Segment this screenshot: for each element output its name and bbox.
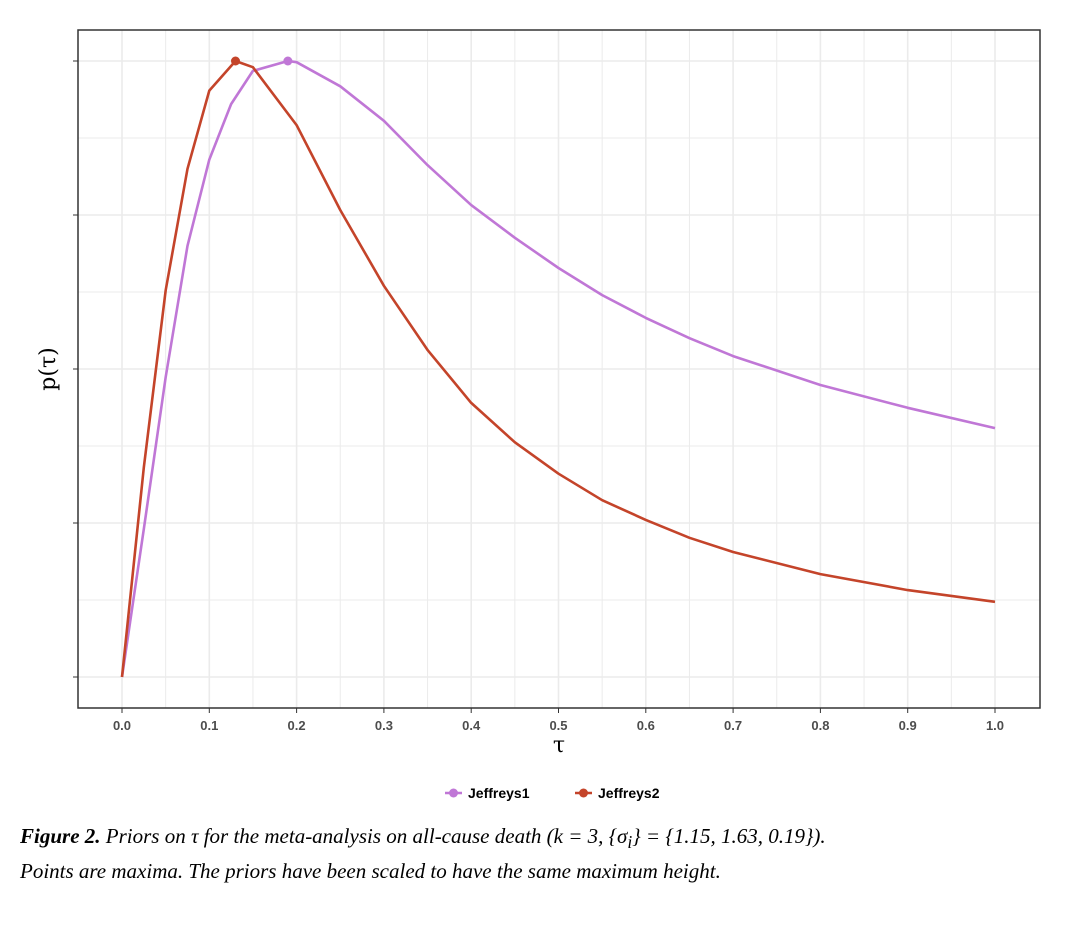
caption-text-1: Priors on τ for the meta-analysis on all… (100, 824, 628, 848)
max-point-jeffreys1 (283, 56, 293, 66)
line-jeffreys1 (120, 59, 996, 678)
line-jeffreys2 (120, 59, 996, 678)
legend: Jeffreys1 Jeffreys2 (445, 785, 660, 801)
x-tick-label: 1.0 (986, 718, 1004, 733)
chart: 0.0 0.1 0.2 0.3 0.4 0.5 0.6 0.7 0.8 0.9 1.0 τ p(τ)… (36, 29, 1041, 801)
caption-subscript: i (627, 832, 633, 853)
x-tick-label: 0.8 (811, 718, 829, 733)
x-tick-label: 0.6 (637, 718, 655, 733)
max-point-jeffreys2 (230, 56, 240, 66)
x-tick-label: 0.2 (288, 718, 306, 733)
x-tick-label: 0.9 (899, 718, 917, 733)
caption-text-2: } = {1.15, 1.63, 0.19}). (632, 824, 826, 848)
figure-caption: Figure 2. Priors on τ for the meta-analy… (20, 822, 1070, 886)
x-axis-label: τ (553, 733, 565, 758)
x-axis-ticks: 0.0 0.1 0.2 0.3 0.4 0.5 0.6 0.7 0.8 0.9 1.0 (73, 60, 1004, 733)
x-tick-label: 0.5 (549, 718, 567, 733)
caption-label: Figure 2. (20, 824, 101, 848)
y-axis-label: p(τ) (36, 347, 61, 390)
caption-text-3: Points are maxima. The priors have been … (20, 859, 721, 884)
x-tick-label: 0.0 (113, 718, 131, 733)
series-lines (120, 56, 996, 678)
legend-marker-jeffreys1 (449, 788, 458, 798)
x-tick-label: 0.1 (200, 718, 218, 733)
legend-label-jeffreys1: Jeffreys1 (468, 785, 530, 801)
grid (78, 30, 1040, 708)
x-tick-label: 0.4 (462, 718, 481, 733)
legend-label-jeffreys2: Jeffreys2 (598, 785, 660, 801)
x-tick-label: 0.7 (724, 718, 742, 733)
legend-marker-jeffreys2 (579, 788, 588, 798)
x-tick-label: 0.3 (375, 718, 393, 733)
